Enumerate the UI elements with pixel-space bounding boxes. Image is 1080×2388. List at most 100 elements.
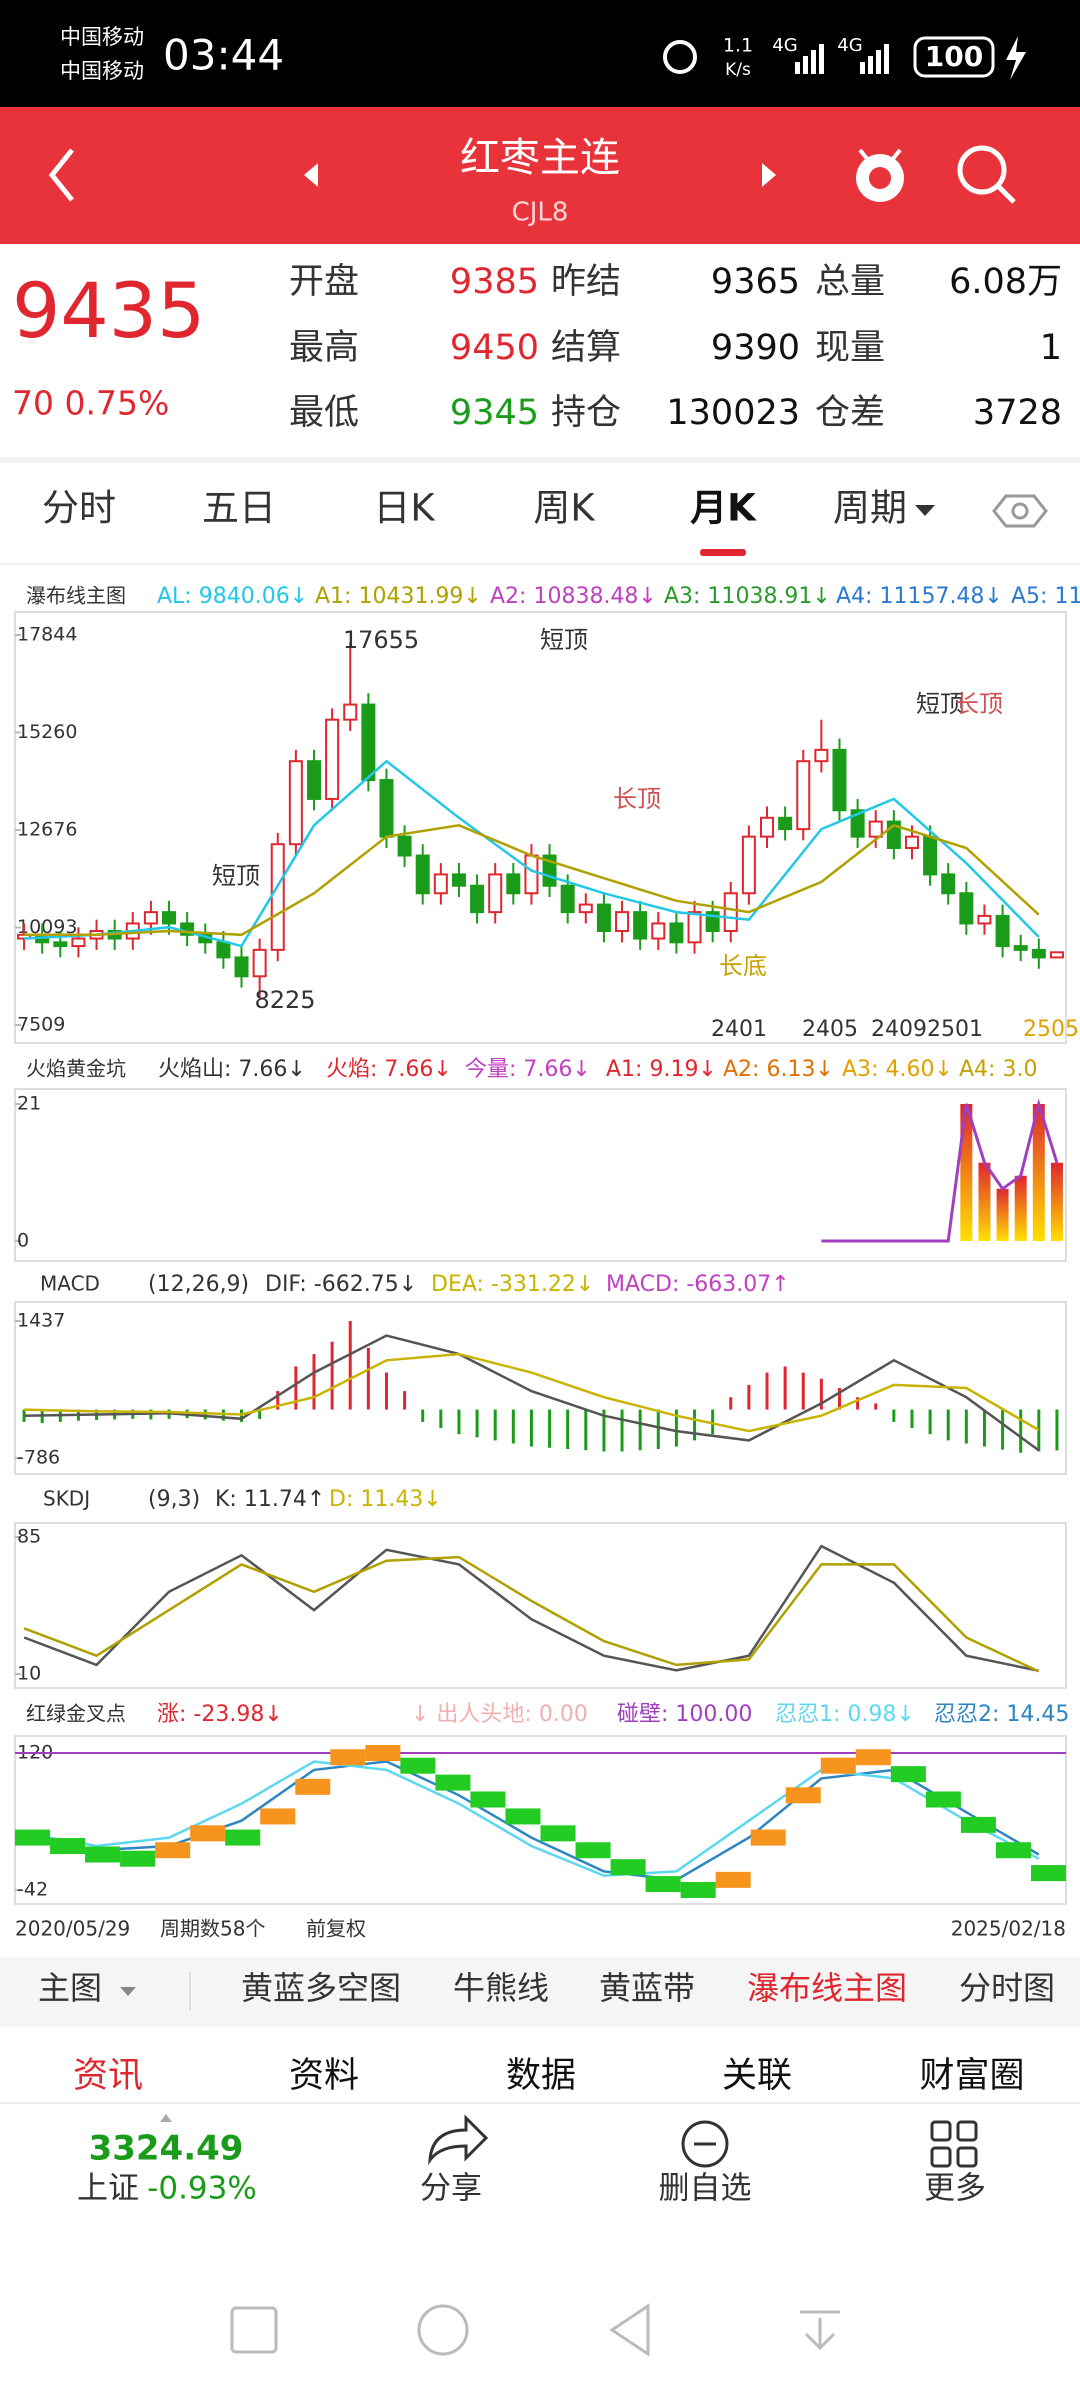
quote-label: 开盘 [289, 262, 359, 302]
signal-block [820, 1757, 856, 1774]
legend-item: AL: 9840.06↓ [157, 584, 308, 609]
legend-item[interactable]: SKDJ [43, 1487, 90, 1511]
x-tick-label: 2501 [927, 1017, 983, 1042]
network-type: 4G [837, 35, 862, 56]
back-button[interactable] [48, 148, 74, 202]
legend-item: DEA: -331.22↓ [431, 1272, 594, 1297]
period-tab[interactable]: 月K [690, 487, 757, 530]
quote-value: 9390 [711, 328, 800, 368]
signal-bar [803, 56, 808, 74]
nav-down[interactable] [800, 2310, 840, 2351]
candle-body [977, 914, 992, 925]
legend-item: ↓ 出人头地: 0.00 [411, 1702, 588, 1727]
alarm-icon [663, 40, 697, 74]
period-tab[interactable]: 五日 [202, 487, 276, 530]
nav-home[interactable] [417, 2304, 469, 2356]
last-price: 9435 [12, 266, 205, 355]
candle-body [162, 911, 177, 925]
candle-body [941, 873, 956, 895]
section-tab[interactable]: 财富圈 [919, 2056, 1024, 2096]
settings-icon[interactable] [992, 494, 1048, 528]
remove-icon[interactable] [681, 2120, 729, 2168]
signal-bar [811, 50, 816, 74]
signal-block [505, 1808, 541, 1825]
assistant-icon[interactable] [856, 148, 904, 202]
legend-item[interactable]: 火焰黄金坑 [26, 1057, 126, 1081]
quote-label: 现量 [815, 328, 885, 368]
legend-item: A2: 6.13↓ [723, 1057, 834, 1082]
quote-label: 仓差 [815, 393, 885, 433]
legend-item: A1: 9.19↓ [606, 1057, 717, 1082]
flame-bar [978, 1162, 991, 1241]
signal-block [225, 1829, 261, 1846]
candle-body [343, 703, 358, 721]
signal-block [85, 1846, 121, 1863]
quote-value: 9385 [450, 262, 539, 302]
annotation: 长底 [719, 952, 767, 980]
indicator-tab[interactable]: 牛熊线 [453, 1969, 549, 2007]
period-tab[interactable]: 日K [373, 487, 436, 530]
legend-item: 碰壁: 100.00 [617, 1702, 752, 1727]
signal-bar [876, 50, 881, 74]
signal-block [715, 1871, 751, 1888]
period-tab[interactable]: 分时 [42, 487, 116, 530]
prev-contract[interactable] [304, 163, 318, 187]
signal-bar [860, 62, 865, 74]
legend-item[interactable]: 红绿金叉点 [26, 1702, 126, 1726]
period-tab[interactable]: 周K [533, 487, 596, 530]
indicator-line [23, 1555, 1040, 1673]
chart-frame [14, 1522, 1067, 1689]
signal-block [610, 1859, 646, 1876]
candle-body [306, 760, 321, 800]
signal-block [540, 1825, 576, 1842]
indicator-tab[interactable]: 黄蓝多空图 [241, 1969, 401, 2007]
candle-body [778, 816, 793, 831]
candle-body [868, 820, 883, 838]
toolbar-action[interactable]: 更多 [924, 2171, 986, 2207]
more-icon[interactable] [930, 2120, 978, 2168]
indicator-tab[interactable]: 主图 [38, 1969, 102, 2007]
legend-item[interactable]: MACD [40, 1272, 100, 1296]
indicator-tab[interactable]: 分时图 [959, 1969, 1055, 2007]
quote-label: 持仓 [551, 393, 621, 433]
candle-body [270, 843, 285, 951]
indicator-tab[interactable]: 黄蓝带 [599, 1969, 695, 2007]
quote-value: 9345 [450, 393, 539, 433]
quote-value: 9450 [450, 328, 539, 368]
indicator-line [23, 1544, 1040, 1673]
signal-block [645, 1876, 681, 1893]
x-tick-label: 2505 [1023, 1017, 1079, 1042]
legend-item: D: 11.43↓ [329, 1487, 442, 1512]
signal-bar [795, 62, 800, 74]
next-contract[interactable] [762, 163, 776, 187]
period-tab[interactable]: 周期 [833, 487, 907, 530]
toolbar-action[interactable]: 分享 [420, 2171, 482, 2207]
legend-item: 火焰山: 7.66↓ [158, 1057, 306, 1082]
dropdown-arrow [120, 1987, 136, 1996]
indicator-line [821, 1098, 1059, 1243]
section-tab[interactable]: 资料 [289, 2056, 359, 2096]
section-tab[interactable]: 数据 [506, 2056, 576, 2096]
section-tab[interactable]: 关联 [722, 2056, 792, 2096]
toolbar-action[interactable]: 删自选 [659, 2171, 752, 2207]
signal-block [400, 1757, 436, 1774]
status-bar [0, 0, 1080, 107]
flame-bar [1014, 1175, 1027, 1241]
legend-item[interactable]: 瀑布线主图 [26, 584, 126, 608]
search-icon[interactable] [957, 145, 1016, 204]
signal-block [435, 1774, 471, 1791]
chart-frame [14, 1088, 1067, 1262]
signal-block [925, 1791, 961, 1808]
candle-body [397, 835, 412, 857]
nav-back[interactable] [609, 2303, 650, 2357]
nav-recent[interactable] [230, 2306, 278, 2354]
quote-value: 130023 [666, 393, 800, 433]
quote-label: 最低 [289, 393, 359, 433]
indicator-tab[interactable]: 瀑布线主图 [747, 1969, 907, 2007]
y-tick-label: 7509 [17, 1014, 65, 1036]
section-tab[interactable]: 资讯 [73, 2056, 143, 2096]
share-icon[interactable] [428, 2114, 489, 2166]
candle-body [216, 941, 231, 959]
quote-value: 1 [1040, 328, 1062, 368]
